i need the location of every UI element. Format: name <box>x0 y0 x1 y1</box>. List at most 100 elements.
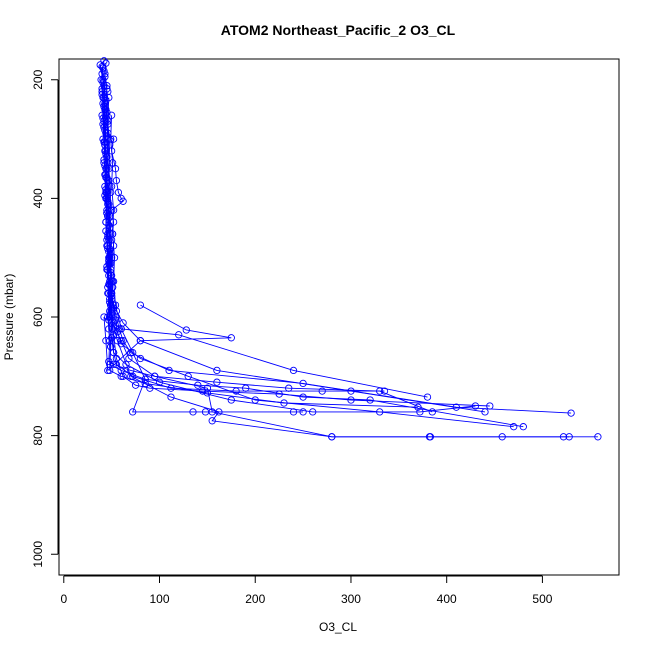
series-line <box>101 66 514 428</box>
data-point <box>106 313 114 321</box>
data-point <box>151 372 159 380</box>
data-point <box>189 408 197 416</box>
data-point <box>102 337 110 345</box>
data-point <box>119 197 127 205</box>
data-point <box>208 417 216 425</box>
data-point <box>107 135 115 143</box>
chart-title: ATOM2 Northeast_Pacific_2 O3_CL <box>221 22 456 38</box>
series-line <box>106 91 385 392</box>
data-point <box>117 325 125 333</box>
data-point <box>227 334 235 342</box>
data-point <box>275 390 283 398</box>
y-tick-label: 1000 <box>31 541 45 568</box>
data-point <box>100 313 108 321</box>
data-point <box>105 93 113 102</box>
data-point <box>567 409 575 417</box>
data-point <box>213 366 221 375</box>
data-point <box>108 159 117 167</box>
data-point <box>129 408 137 416</box>
series-14 <box>100 301 235 375</box>
series-2 <box>96 61 489 416</box>
data-point <box>117 337 125 345</box>
x-tick-label: 0 <box>60 592 67 606</box>
data-point <box>107 182 116 191</box>
data-point <box>106 366 114 375</box>
data-point <box>366 396 374 404</box>
series-line <box>101 70 476 413</box>
data-point <box>104 366 112 375</box>
data-point <box>106 254 114 262</box>
data-point <box>105 271 113 280</box>
data-point <box>111 301 120 309</box>
data-point <box>100 67 108 75</box>
x-tick-label: 300 <box>341 592 361 606</box>
data-point <box>309 408 317 416</box>
data-point <box>109 348 118 357</box>
data-point <box>299 379 307 388</box>
data-point <box>425 433 434 441</box>
data-point <box>299 408 307 416</box>
series-line <box>100 60 428 398</box>
data-point <box>328 433 336 441</box>
data-point <box>519 423 527 431</box>
data-point <box>136 354 145 363</box>
series-4 <box>98 63 518 431</box>
y-tick-label: 200 <box>31 69 45 89</box>
x-tick-label: 400 <box>437 592 457 606</box>
data-point <box>414 403 422 411</box>
data-point <box>107 343 115 351</box>
x-axis-label: O3_CL <box>319 620 357 634</box>
data-point <box>110 254 119 262</box>
data-point <box>175 331 183 339</box>
x-tick-label: 100 <box>149 592 169 606</box>
data-point <box>380 387 389 395</box>
plot-frame <box>58 58 620 576</box>
data-point <box>107 289 115 297</box>
data-point <box>471 402 480 410</box>
data-point <box>213 378 221 386</box>
data-point <box>109 331 118 339</box>
series-line <box>107 293 570 438</box>
y-axis: 200 400 600 800 1000 <box>31 69 59 568</box>
data-point <box>114 188 123 197</box>
data-point <box>280 399 288 407</box>
series-13 <box>104 289 573 441</box>
data-point <box>289 408 298 416</box>
data-point <box>119 372 127 380</box>
series-5 <box>98 67 480 416</box>
y-axis-label: Pressure (mbar) <box>2 274 16 361</box>
data-point <box>318 387 326 395</box>
series-line <box>110 115 304 413</box>
x-axis: 0 100 200 300 400 500 <box>60 575 553 606</box>
series-9 <box>103 87 389 395</box>
data-point <box>510 423 518 431</box>
series-line <box>107 97 490 407</box>
series-6 <box>100 70 527 431</box>
series-line <box>108 257 598 438</box>
series-layer <box>96 57 602 441</box>
series-line <box>103 304 232 372</box>
data-point <box>452 403 460 411</box>
data-point <box>129 348 137 357</box>
data-point <box>227 396 235 404</box>
data-point <box>215 408 223 416</box>
data-point <box>112 354 121 363</box>
data-point <box>107 111 116 119</box>
data-point <box>127 372 135 380</box>
y-tick-label: 800 <box>31 425 45 445</box>
data-point <box>113 337 122 345</box>
data-point <box>565 433 573 441</box>
data-point <box>203 384 212 392</box>
data-point <box>594 433 602 441</box>
series-line <box>99 64 486 413</box>
series-8 <box>102 82 422 411</box>
data-point <box>117 372 125 380</box>
data-point <box>125 354 133 363</box>
data-point <box>136 337 145 345</box>
series-line <box>103 73 524 428</box>
data-point <box>122 360 130 369</box>
x-tick-label: 200 <box>245 592 265 606</box>
data-point <box>289 366 298 375</box>
data-point <box>107 313 116 321</box>
